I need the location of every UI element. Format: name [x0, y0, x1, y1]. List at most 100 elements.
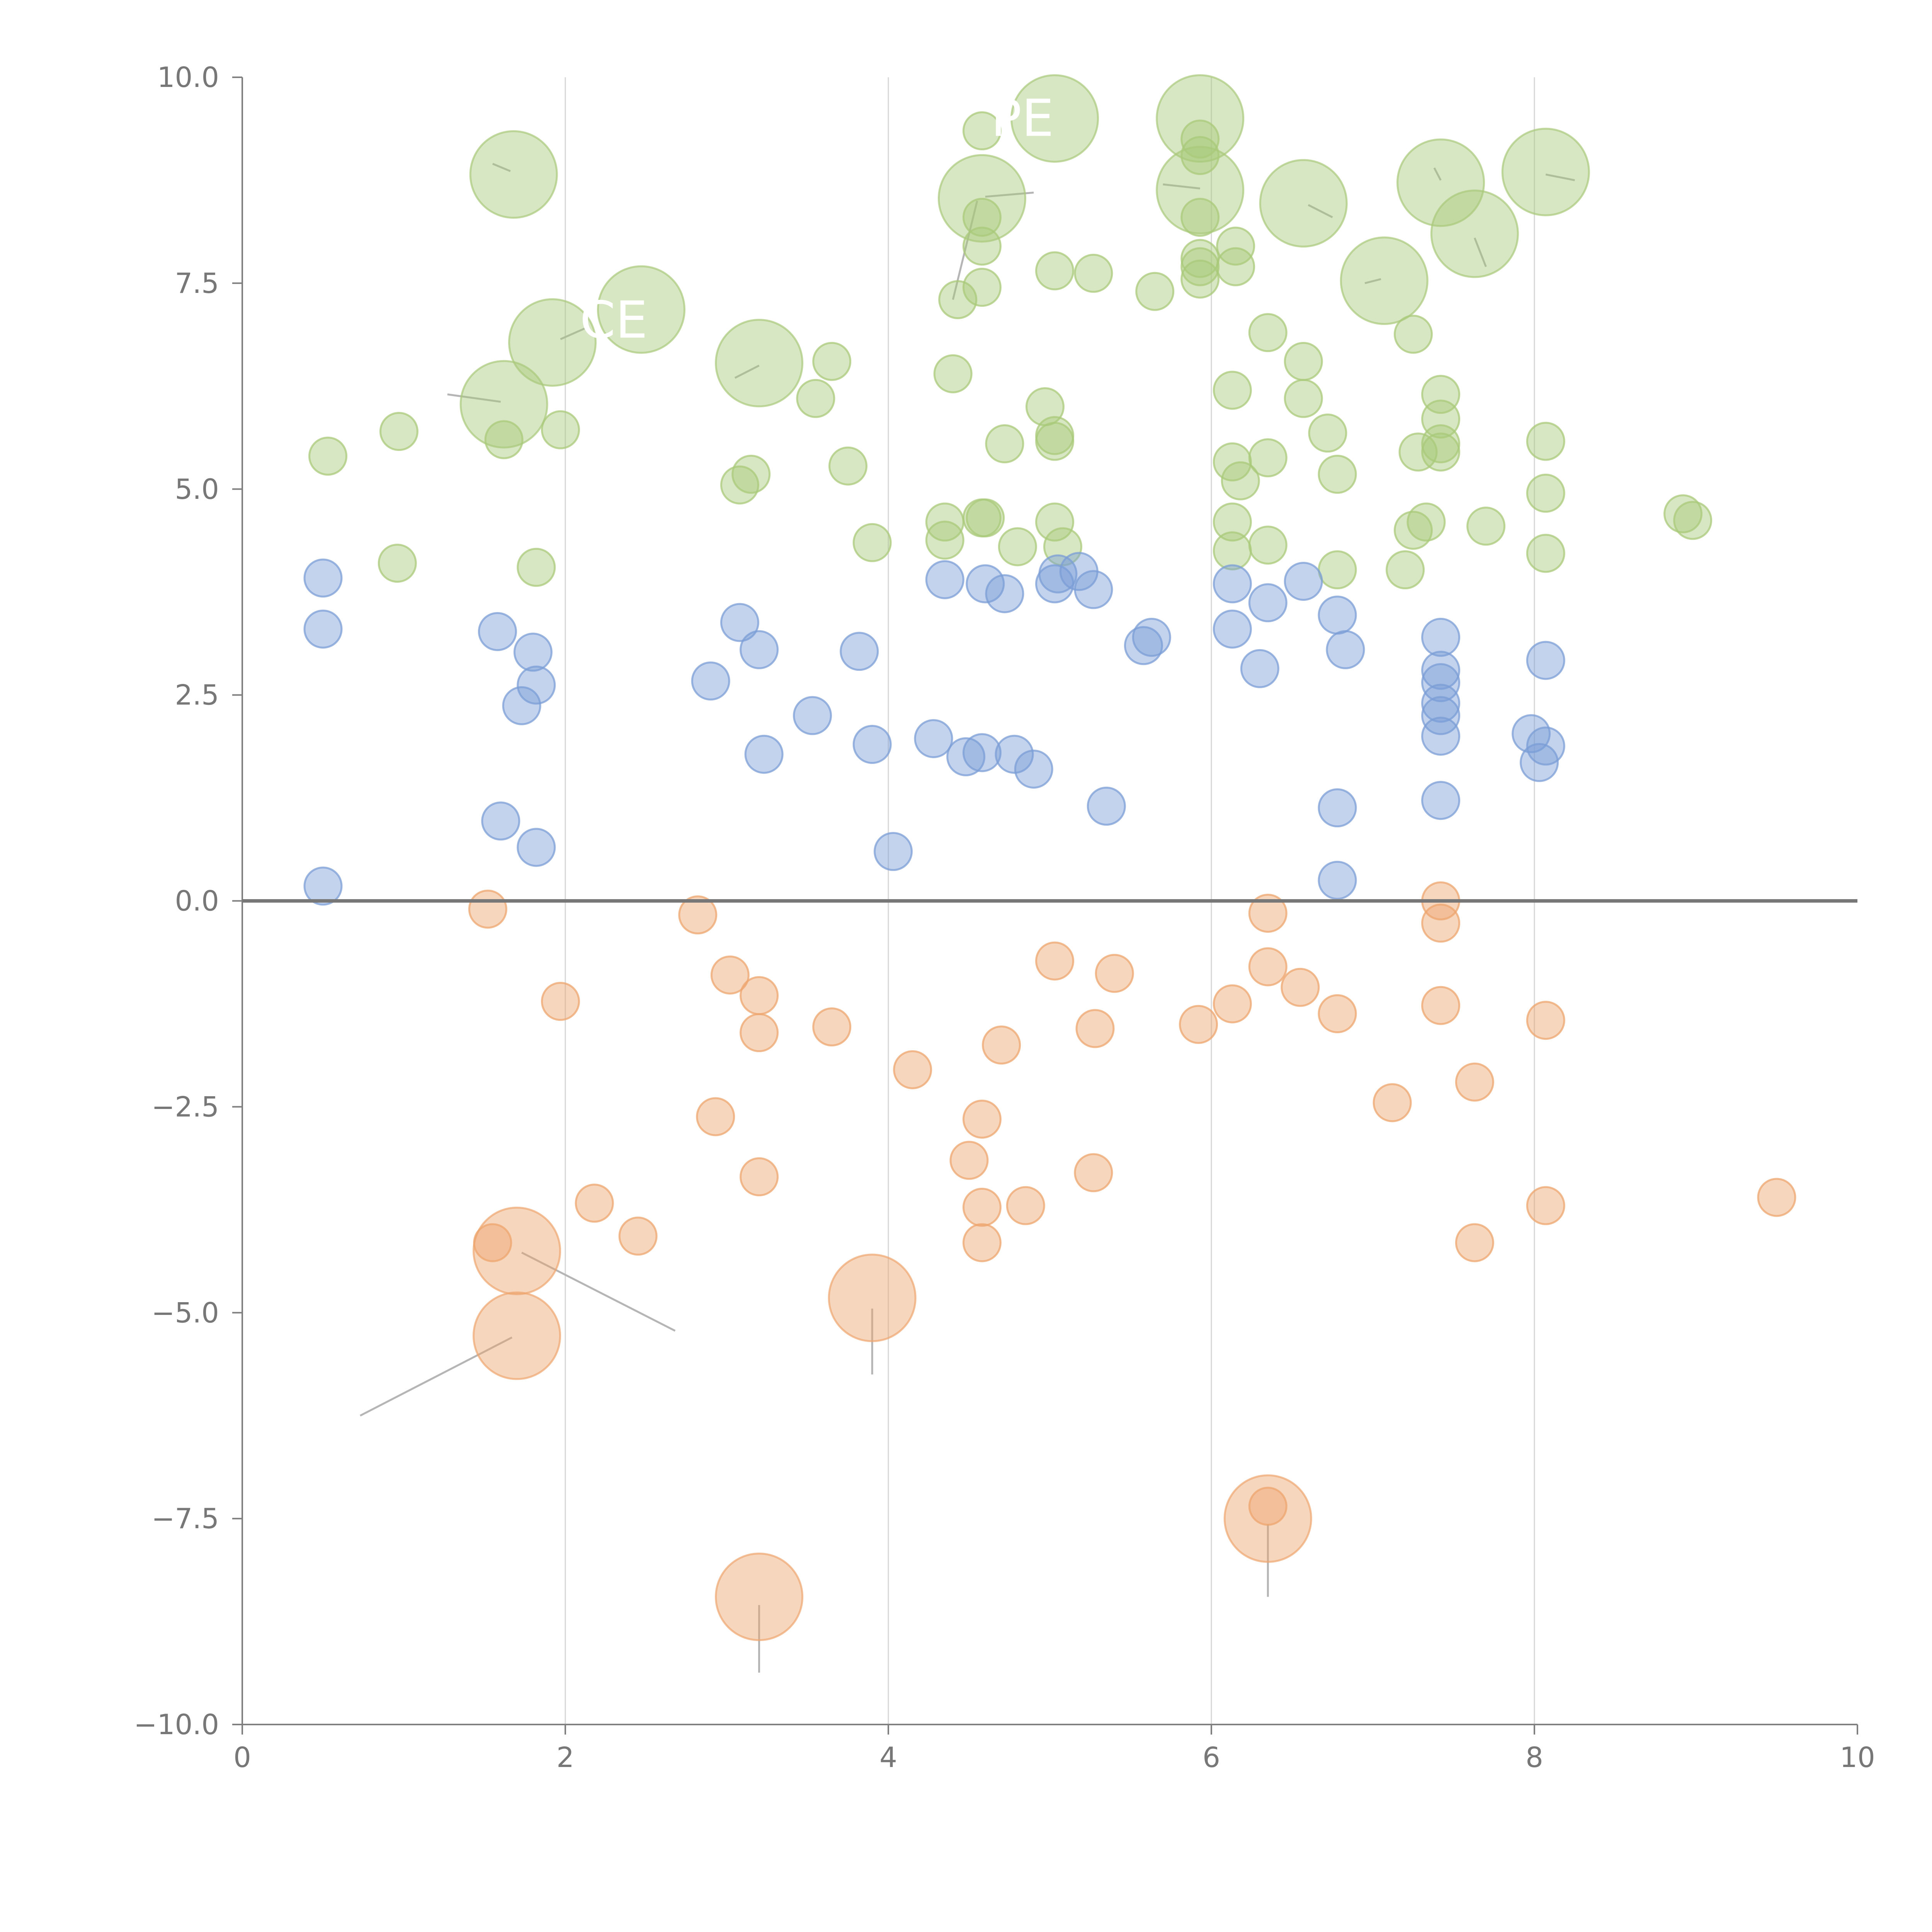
- data-point: [1035, 502, 1075, 542]
- data-point: [1035, 422, 1075, 461]
- data-point: [1248, 526, 1287, 565]
- large-bubble: [1156, 74, 1245, 163]
- data-point: [840, 632, 879, 671]
- data-point: [1318, 861, 1357, 900]
- data-point: [962, 111, 1002, 151]
- large-bubble: [597, 265, 685, 354]
- data-point: [1213, 609, 1252, 649]
- data-point: [740, 1013, 779, 1053]
- data-point: [1318, 788, 1357, 828]
- data-point: [1248, 438, 1287, 478]
- large-bubble: [469, 130, 558, 219]
- data-point: [962, 197, 1002, 237]
- data-point: [1284, 561, 1323, 601]
- data-point: [1318, 454, 1357, 494]
- data-point: [1284, 379, 1323, 418]
- large-bubble: [508, 298, 597, 387]
- data-point: [541, 982, 580, 1021]
- data-point: [812, 1007, 852, 1047]
- data-point: [1035, 941, 1075, 981]
- data-point: [513, 633, 553, 672]
- data-point: [796, 379, 835, 418]
- data-point: [1179, 1005, 1218, 1044]
- data-point: [1421, 663, 1461, 702]
- data-point: [1673, 501, 1713, 540]
- data-point: [925, 520, 964, 560]
- data-point: [1248, 1486, 1287, 1526]
- large-bubble: [715, 319, 804, 408]
- annotation-leader-line: [1163, 183, 1201, 190]
- data-point: [998, 527, 1037, 566]
- data-point: [1394, 315, 1433, 354]
- data-point: [720, 603, 759, 642]
- annotation-leader-line: [492, 163, 511, 172]
- annotation-leader-line: [1364, 278, 1381, 284]
- data-point: [517, 548, 556, 587]
- data-point: [1421, 684, 1461, 723]
- x-tick-label: 2: [556, 1741, 574, 1774]
- data-point: [303, 609, 343, 649]
- data-point: [1216, 247, 1255, 286]
- data-point: [1213, 531, 1252, 571]
- data-point: [308, 436, 348, 476]
- data-point: [938, 280, 978, 320]
- data-point: [962, 733, 1002, 772]
- large-bubble: [1010, 74, 1099, 163]
- bubble-label: CE: [580, 291, 648, 350]
- large-bubble: [473, 1291, 561, 1380]
- x-tick-label: 6: [1202, 1741, 1220, 1774]
- data-point: [1213, 502, 1252, 542]
- data-point: [1526, 641, 1565, 680]
- large-bubble: [473, 1206, 561, 1295]
- large-bubble: [1223, 1474, 1312, 1563]
- data-point: [1074, 570, 1113, 609]
- data-point: [1213, 984, 1252, 1024]
- large-bubble: [459, 360, 548, 449]
- y-tick-label: 2.5: [175, 679, 219, 711]
- data-point: [1095, 954, 1134, 993]
- data-point: [1038, 554, 1078, 594]
- x-tick-label: 8: [1526, 1741, 1543, 1774]
- data-point: [468, 889, 507, 929]
- data-point: [1455, 1223, 1494, 1262]
- data-point: [1074, 253, 1113, 293]
- data-point: [720, 465, 759, 505]
- data-point: [1248, 893, 1287, 933]
- data-point: [1526, 1186, 1565, 1225]
- annotation-leader-line: [1433, 167, 1442, 181]
- data-point: [618, 1216, 658, 1256]
- data-point: [303, 558, 343, 598]
- annotation-leader-line: [447, 393, 501, 403]
- data-point: [740, 1157, 779, 1197]
- x-tick-label: 10: [1840, 1741, 1875, 1774]
- data-point: [962, 268, 1002, 307]
- leader-lines: [359, 163, 1575, 1673]
- data-point: [740, 976, 779, 1015]
- annotation-leader-line: [952, 201, 978, 300]
- data-point: [1421, 986, 1461, 1025]
- data-point: [1421, 696, 1461, 735]
- data-point: [1526, 473, 1565, 513]
- data-point: [925, 560, 964, 599]
- data-point: [1526, 1001, 1565, 1040]
- data-point: [1075, 1009, 1115, 1048]
- data-point: [966, 498, 1005, 537]
- x-tick-label: 4: [879, 1741, 897, 1774]
- data-point: [828, 446, 867, 486]
- data-point: [1248, 313, 1287, 352]
- data-point: [502, 686, 541, 725]
- y-tick-label: −2.5: [151, 1090, 219, 1123]
- data-point: [1406, 502, 1446, 542]
- large-bubble: [1430, 189, 1519, 278]
- y-tick-label: 0.0: [175, 885, 219, 917]
- data-point: [962, 1223, 1002, 1262]
- data-point: [1281, 968, 1320, 1007]
- annotation-leader-line: [359, 1336, 513, 1417]
- data-point: [1308, 413, 1347, 453]
- data-point: [1014, 749, 1053, 789]
- data-point: [1132, 617, 1171, 657]
- data-point: [1421, 781, 1461, 820]
- data-point: [1213, 371, 1252, 410]
- data-point: [303, 866, 343, 906]
